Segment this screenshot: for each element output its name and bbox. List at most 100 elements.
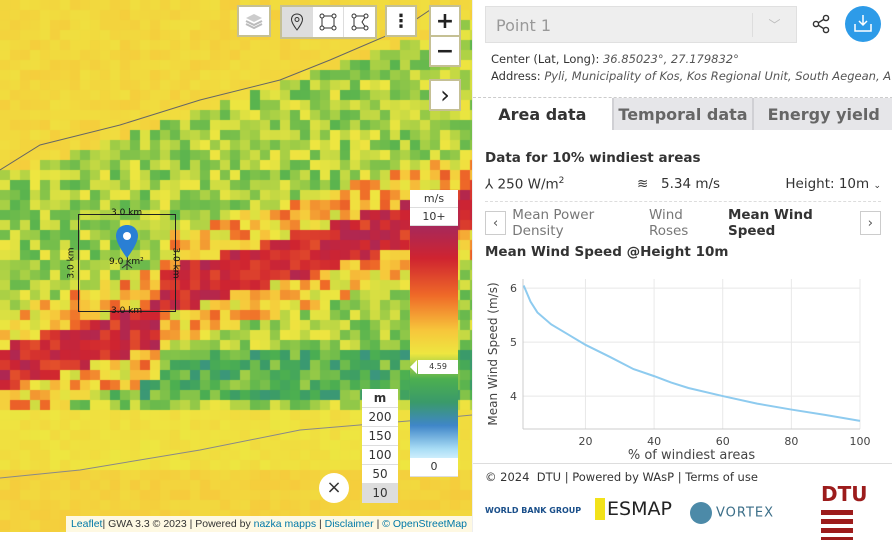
copyright: © 2024	[485, 470, 530, 484]
point-select-value: Point 1	[496, 16, 551, 35]
x-tick-label: 40	[647, 435, 661, 448]
legend-color-bar	[410, 226, 458, 458]
tab-area-data[interactable]: Area data	[473, 98, 612, 130]
location-pin-icon	[290, 13, 304, 31]
carousel-item-mean-wind-speed[interactable]: Mean Wind Speed	[727, 207, 813, 239]
chevron-down-icon: ﹀	[752, 13, 796, 37]
wasp-link[interactable]: Powered by WAsP	[572, 470, 675, 484]
legend-value-marker: 4.59	[410, 360, 458, 374]
rectangle-icon	[319, 13, 337, 31]
center-label: Center (Lat, Long):	[491, 52, 600, 66]
x-tick-label: 100	[850, 435, 871, 448]
address-label: Address:	[491, 69, 541, 83]
tab-energy-yield[interactable]: Energy yield	[752, 98, 892, 130]
zoom-in-button[interactable]: +	[429, 5, 461, 37]
carousel-item-power-density[interactable]: Mean Power Density	[512, 207, 595, 239]
y-tick-label: 4	[510, 390, 517, 403]
center-coordinates: Center (Lat, Long): 36.85023°, 27.179832…	[491, 52, 739, 66]
area-height-left: 3.0 km	[66, 247, 77, 279]
chart-carousel: ‹ Mean Power Density Wind Roses Mean Win…	[485, 207, 881, 239]
leaflet-link[interactable]: Leaflet	[70, 518, 103, 530]
vortex-logo: VORTEX	[690, 502, 774, 524]
carousel-next-button[interactable]: ›	[859, 211, 881, 235]
polygon-tool-button[interactable]	[344, 7, 375, 37]
rectangle-tool-button[interactable]	[313, 7, 344, 37]
sep: |	[373, 518, 383, 530]
x-tick-label: 60	[716, 435, 730, 448]
address-value: Pyli, Municipality of Kos, Kos Regional …	[544, 69, 892, 83]
esmap-logo: ESMAP	[595, 498, 672, 520]
dtu-link[interactable]: DTU	[536, 470, 562, 484]
world-bank-logo: WORLD BANK GROUP	[485, 506, 582, 515]
sep: |	[677, 470, 682, 484]
wind-icon: ≋	[637, 176, 649, 192]
dtu-logo-mark	[821, 510, 853, 540]
download-button[interactable]	[845, 6, 881, 42]
section-title: Data for 10% windiest areas	[485, 150, 701, 166]
height-dropdown[interactable]: Height: 10m ⌄	[785, 176, 881, 192]
nazka-link[interactable]: nazka mapps	[253, 518, 317, 530]
chart-title: Mean Wind Speed @Height 10m	[485, 244, 729, 260]
share-icon[interactable]	[811, 14, 831, 34]
wind-speed-legend: m/s 10+ 0	[410, 190, 458, 477]
turbine-icon: ⅄	[485, 176, 494, 193]
map-attribution: Leaflet| GWA 3.3 © 2023 | Powered by naz…	[65, 516, 472, 532]
draw-tools	[280, 5, 377, 39]
power-density-exp: 2	[558, 176, 565, 186]
height-option-200[interactable]: 200	[362, 408, 398, 427]
height-option-50[interactable]: 50	[362, 465, 398, 484]
x-tick-label: 80	[784, 435, 798, 448]
vortex-logo-text: VORTEX	[716, 505, 775, 521]
chevron-down-icon: ⌄	[873, 181, 881, 191]
address: Address: Pyli, Municipality of Kos, Kos …	[491, 69, 892, 83]
center-value: 36.85023°, 27.179832°	[602, 52, 739, 66]
selected-area-box[interactable]	[78, 214, 176, 312]
point-tool-button[interactable]	[282, 7, 313, 37]
height-option-100[interactable]: 100	[362, 446, 398, 465]
side-panel: Point 1 ﹀ Center (Lat, Long): 36.85023°, …	[472, 0, 892, 540]
gwa-credit: | GWA 3.3 © 2023 | Powered by	[102, 518, 254, 530]
height-label: Height: 10m	[785, 176, 870, 192]
dtu-logo: DTU	[821, 482, 868, 506]
polygon-icon	[351, 13, 368, 31]
legend-max: 10+	[410, 208, 458, 226]
tab-temporal-data[interactable]: Temporal data	[611, 98, 753, 130]
expand-panel-button[interactable]: ›	[429, 79, 461, 111]
close-button[interactable]: ×	[319, 473, 349, 503]
legend-min: 0	[410, 458, 458, 477]
legend-unit: m/s	[410, 190, 458, 208]
wind-map[interactable]: 3.0 km 3.0 km 3.0 km 3.0 km 9.0 km² ⋮ + …	[0, 0, 472, 532]
osm-link[interactable]: © OpenStreetMap	[382, 518, 467, 530]
layers-button[interactable]	[237, 5, 271, 37]
terms-link[interactable]: Terms of use	[685, 470, 758, 484]
x-axis-label: % of windiest areas	[628, 448, 755, 462]
zoom-out-button[interactable]: −	[429, 35, 461, 67]
summary-row: ⅄ 250 W/m2 ≋ 5.34 m/s Height: 10m ⌄	[485, 176, 881, 202]
height-option-150[interactable]: 150	[362, 427, 398, 446]
disclaimer-link[interactable]: Disclaimer	[324, 518, 374, 530]
y-axis-label: Mean Wind Speed (m/s)	[486, 282, 500, 425]
tabs: Area data Temporal data Energy yield	[473, 97, 892, 130]
layers-icon	[245, 14, 263, 30]
height-option-10[interactable]: 10	[362, 484, 398, 503]
area-size: 9.0 km²	[109, 257, 144, 267]
y-tick-label: 5	[510, 336, 517, 349]
mean-wind-speed-chart: 20 40 60 80 100 4 5 6 % of windiest areas Mean Wi…	[486, 279, 871, 462]
power-density: 250 W/m	[497, 176, 559, 193]
area-width-top: 3.0 km	[111, 208, 143, 218]
height-unit: m	[362, 389, 398, 408]
point-select[interactable]: Point 1 ﹀	[485, 6, 797, 43]
series-line	[522, 285, 861, 422]
sep: |	[316, 518, 325, 530]
sep: |	[564, 470, 569, 484]
carousel-item-wind-roses[interactable]: Wind Roses	[648, 207, 689, 239]
y-tick-label: 6	[510, 282, 517, 295]
carousel-prev-button[interactable]: ‹	[485, 211, 507, 235]
map-pin-icon[interactable]	[114, 224, 140, 272]
footer: © 2024 DTU | Powered by WAsP | Terms of …	[473, 463, 892, 548]
more-menu-button[interactable]: ⋮	[385, 5, 417, 37]
download-icon	[854, 15, 872, 32]
x-tick-label: 20	[578, 435, 592, 448]
wind-speed-value: 5.34 m/s	[661, 176, 721, 192]
height-selector: m 200 150 100 50 10	[362, 389, 398, 503]
